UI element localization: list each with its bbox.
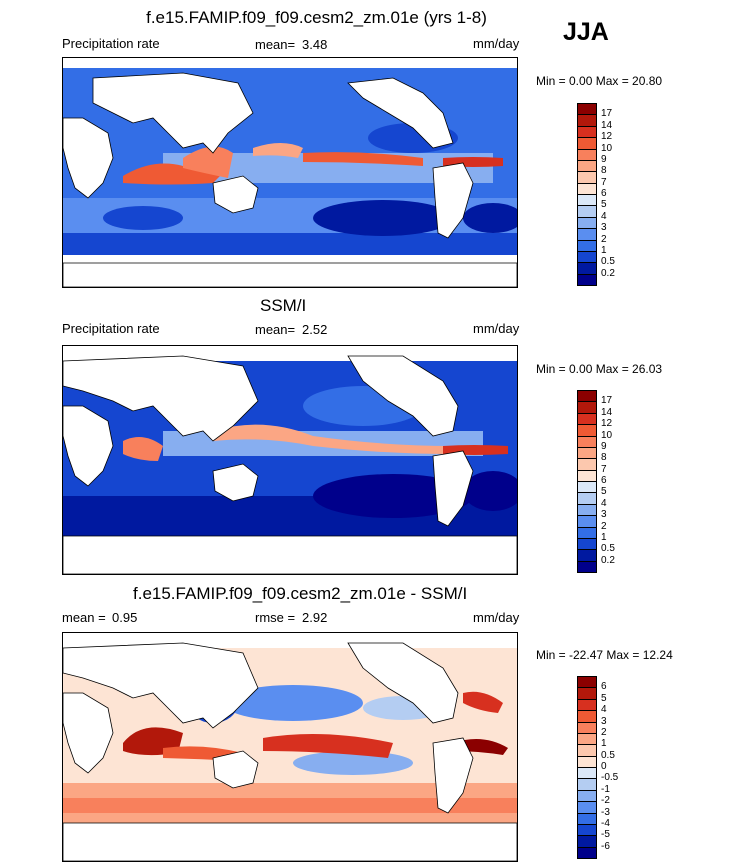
colorbar-tick-label: 4 [601,210,607,222]
colorbar-tick-label: 7 [601,463,607,475]
colorbar-tick-label: -2 [601,795,610,807]
panel3-map [62,632,518,862]
panel1-map-svg [63,58,517,287]
colorbar-tick-label: -1 [601,783,610,795]
colorbar-tick-label: -5 [601,829,610,841]
colorbar-tick-label: 10 [601,429,613,441]
colorbar-cell [577,273,597,286]
colorbar-tick-label: -6 [601,840,610,852]
panel1-variable-label: Precipitation rate [62,36,160,51]
colorbar-tick-label: 7 [601,176,607,188]
colorbar-tick-label: 2 [601,520,607,532]
panel2-map-svg [63,346,517,574]
colorbar-tick-label: 3 [601,509,607,521]
panel2-title: SSM/I [260,296,307,315]
colorbar-tick-label: 1 [601,531,607,543]
colorbar-tick-label: 14 [601,119,613,131]
colorbar-tick-label: 6 [601,188,607,199]
colorbar-tick-label: 0.5 [601,256,615,268]
panel2-mean-label: mean= [255,322,296,337]
colorbar-tick-label: 8 [601,452,607,464]
colorbar-tick-label: 6 [601,681,607,693]
colorbar-tick-label: -4 [601,817,610,829]
panel2-colorbar: 17 14 12 10 9 8 7 6 5 4 3 2 1 0.5 0.2 [577,390,637,573]
colorbar-tick-label: 17 [601,108,613,120]
colorbar-tick-label: 2 [601,726,607,738]
panel1-units: mm/day [473,36,520,51]
panel1-title: f.e15.FAMIP.f09_f09.cesm2_zm.01e (yrs 1-… [146,8,487,27]
panel3-rmse-label: rmse = [255,610,296,625]
panel1-mean-label: mean= [255,37,296,52]
colorbar-tick-label: 9 [601,440,607,452]
panel2-variable-label: Precipitation rate [62,321,160,336]
colorbar-tick-label: 14 [601,406,613,418]
colorbar-tick-label: 5 [601,486,607,498]
panel3-units: mm/day [473,610,520,625]
panel2-map [62,345,518,575]
colorbar-tick-label: 1 [601,244,607,256]
colorbar-tick-label: 0.2 [601,554,615,566]
colorbar-tick-label: 1 [601,738,607,750]
panel3-mean-value: 0.95 [112,610,138,625]
colorbar-cell [577,560,597,573]
panel1-map [62,57,518,288]
colorbar-tick-label: 2 [601,233,607,245]
colorbar-cell [577,846,597,859]
colorbar-tick-label: 0.2 [601,267,615,279]
colorbar-tick-label: 0.5 [601,749,615,761]
colorbar-tick-label: 8 [601,165,607,177]
colorbar-tick-label: 9 [601,153,607,165]
colorbar-tick-label: 4 [601,704,607,716]
panel1-minmax: Min = 0.00 Max = 20.80 [536,74,663,88]
colorbar-tick-label: 4 [601,497,607,509]
panel3-rmse-value: 2.92 [302,610,328,625]
colorbar-tick-label: 3 [601,715,607,727]
panel2-units: mm/day [473,321,520,336]
panel3-map-svg [63,633,517,861]
colorbar-tick-label: 3 [601,222,607,234]
colorbar-tick-label: 17 [601,395,613,407]
colorbar-tick-label: 5 [601,692,607,704]
panel3-mean-label: mean = [62,610,106,625]
colorbar-tick-label: 5 [601,199,607,211]
colorbar-tick-label: 12 [601,131,613,143]
colorbar-tick-label: -0.5 [601,772,619,784]
panel3-title: f.e15.FAMIP.f09_f09.cesm2_zm.01e - SSM/I [133,584,468,603]
colorbar-tick-label: 6 [601,475,607,486]
season-label: JJA [563,18,609,46]
panel3-colorbar: 6 5 4 3 2 1 0.5 0 -0.5 -1 -2 -3 -4 -5 -6 [577,676,637,859]
panel3-minmax: Min = -22.47 Max = 12.24 [536,648,673,662]
colorbar-tick-label: 0 [601,761,607,772]
colorbar-tick-label: 0.5 [601,543,615,555]
panel1-mean-value: 3.48 [302,37,328,52]
panel2-mean-value: 2.52 [302,322,328,337]
colorbar-tick-label: 12 [601,418,613,430]
colorbar-tick-label: -3 [601,806,610,818]
panel2-minmax: Min = 0.00 Max = 26.03 [536,362,663,376]
panel1-colorbar: 17 14 12 10 9 8 7 6 5 4 3 2 1 0.5 0.2 [577,103,637,286]
colorbar-tick-label: 10 [601,142,613,154]
